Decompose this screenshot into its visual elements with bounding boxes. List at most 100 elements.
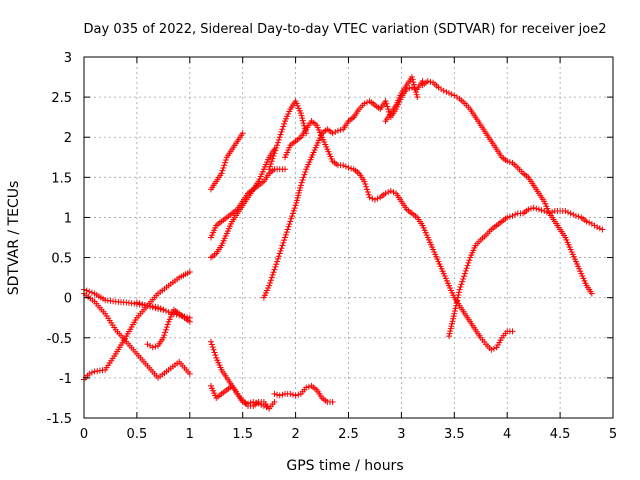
data-point bbox=[271, 266, 278, 273]
data-point bbox=[222, 156, 229, 163]
data-point bbox=[300, 174, 307, 181]
data-point bbox=[305, 383, 312, 390]
data-point bbox=[572, 212, 579, 219]
data-point bbox=[364, 186, 371, 193]
data-point bbox=[567, 210, 574, 217]
data-point bbox=[269, 155, 276, 162]
data-point bbox=[455, 291, 462, 298]
data-point bbox=[533, 205, 540, 212]
x-tick-label: 4 bbox=[503, 427, 511, 442]
data-point bbox=[454, 297, 461, 304]
data-point bbox=[263, 404, 270, 411]
data-point bbox=[460, 275, 467, 282]
data-point bbox=[329, 398, 336, 405]
data-point bbox=[509, 212, 516, 219]
x-tick-label: 3 bbox=[397, 427, 405, 442]
data-point bbox=[162, 329, 169, 336]
data-point bbox=[390, 189, 397, 196]
data-point bbox=[530, 204, 537, 211]
data-point bbox=[599, 226, 606, 233]
x-tick-label: 0.5 bbox=[127, 427, 148, 442]
data-point bbox=[340, 162, 347, 169]
data-point bbox=[282, 234, 289, 241]
data-point bbox=[297, 110, 304, 117]
data-point bbox=[160, 334, 167, 341]
data-point bbox=[287, 218, 294, 225]
data-point bbox=[279, 126, 286, 133]
data-point bbox=[266, 405, 273, 412]
data-point bbox=[596, 225, 603, 232]
data-point bbox=[292, 202, 299, 209]
data-point bbox=[267, 163, 274, 170]
data-point bbox=[440, 87, 447, 94]
data-point bbox=[136, 300, 143, 307]
data-point bbox=[239, 130, 246, 137]
data-point bbox=[463, 265, 470, 272]
data-point bbox=[86, 370, 93, 377]
data-point bbox=[385, 189, 392, 196]
data-point bbox=[412, 86, 419, 93]
y-tick-label: 2.5 bbox=[51, 91, 72, 106]
data-point bbox=[329, 130, 336, 137]
data-point bbox=[301, 122, 308, 129]
data-point bbox=[220, 164, 227, 171]
data-point bbox=[149, 304, 156, 311]
series-arc-j bbox=[260, 114, 357, 301]
data-point bbox=[210, 346, 217, 353]
series-arc-m bbox=[207, 338, 273, 412]
data-point bbox=[385, 106, 392, 113]
series-arc-e bbox=[133, 299, 167, 313]
x-tick-label: 1 bbox=[186, 427, 194, 442]
data-point bbox=[413, 91, 420, 98]
data-point bbox=[459, 278, 466, 285]
data-point bbox=[152, 305, 159, 312]
data-point bbox=[267, 277, 274, 284]
data-point bbox=[271, 398, 278, 405]
data-point bbox=[462, 267, 469, 274]
data-point bbox=[162, 307, 169, 314]
data-point bbox=[586, 219, 593, 226]
data-point bbox=[284, 226, 291, 233]
data-point bbox=[271, 150, 278, 157]
y-tick-label: 1 bbox=[64, 211, 72, 226]
data-point bbox=[301, 171, 308, 178]
x-tick-label: 3.5 bbox=[444, 427, 465, 442]
data-point bbox=[295, 189, 302, 196]
data-point bbox=[218, 170, 225, 177]
data-point bbox=[410, 81, 417, 88]
data-point bbox=[293, 197, 300, 204]
data-point bbox=[408, 74, 415, 81]
data-point bbox=[274, 142, 281, 149]
data-point bbox=[384, 103, 391, 110]
data-point bbox=[342, 163, 349, 170]
data-point bbox=[458, 281, 465, 288]
data-point bbox=[290, 207, 297, 214]
data-point bbox=[332, 129, 339, 136]
series-arc-f bbox=[207, 130, 246, 193]
data-point bbox=[543, 209, 550, 216]
data-point bbox=[283, 229, 290, 236]
data-point bbox=[299, 117, 306, 124]
data-point bbox=[292, 392, 299, 399]
data-point bbox=[281, 120, 288, 127]
data-point bbox=[466, 257, 473, 264]
data-point bbox=[147, 303, 154, 310]
data-point bbox=[139, 301, 146, 308]
y-tick-label: 2 bbox=[64, 131, 72, 146]
data-point bbox=[383, 100, 390, 107]
x-axis-label: GPS time / hours bbox=[286, 458, 403, 474]
data-point bbox=[298, 179, 305, 186]
series-arc-r bbox=[446, 204, 606, 340]
data-point bbox=[366, 194, 373, 201]
data-point bbox=[88, 369, 95, 376]
y-tick-label: 0 bbox=[64, 292, 72, 307]
data-point bbox=[297, 184, 304, 191]
y-tick-label: 3 bbox=[64, 51, 72, 66]
data-point bbox=[549, 209, 556, 216]
data-point bbox=[272, 263, 279, 270]
data-point bbox=[280, 123, 287, 130]
data-point bbox=[297, 182, 304, 189]
data-point bbox=[465, 259, 472, 266]
data-point bbox=[293, 199, 300, 206]
data-point bbox=[280, 239, 287, 246]
